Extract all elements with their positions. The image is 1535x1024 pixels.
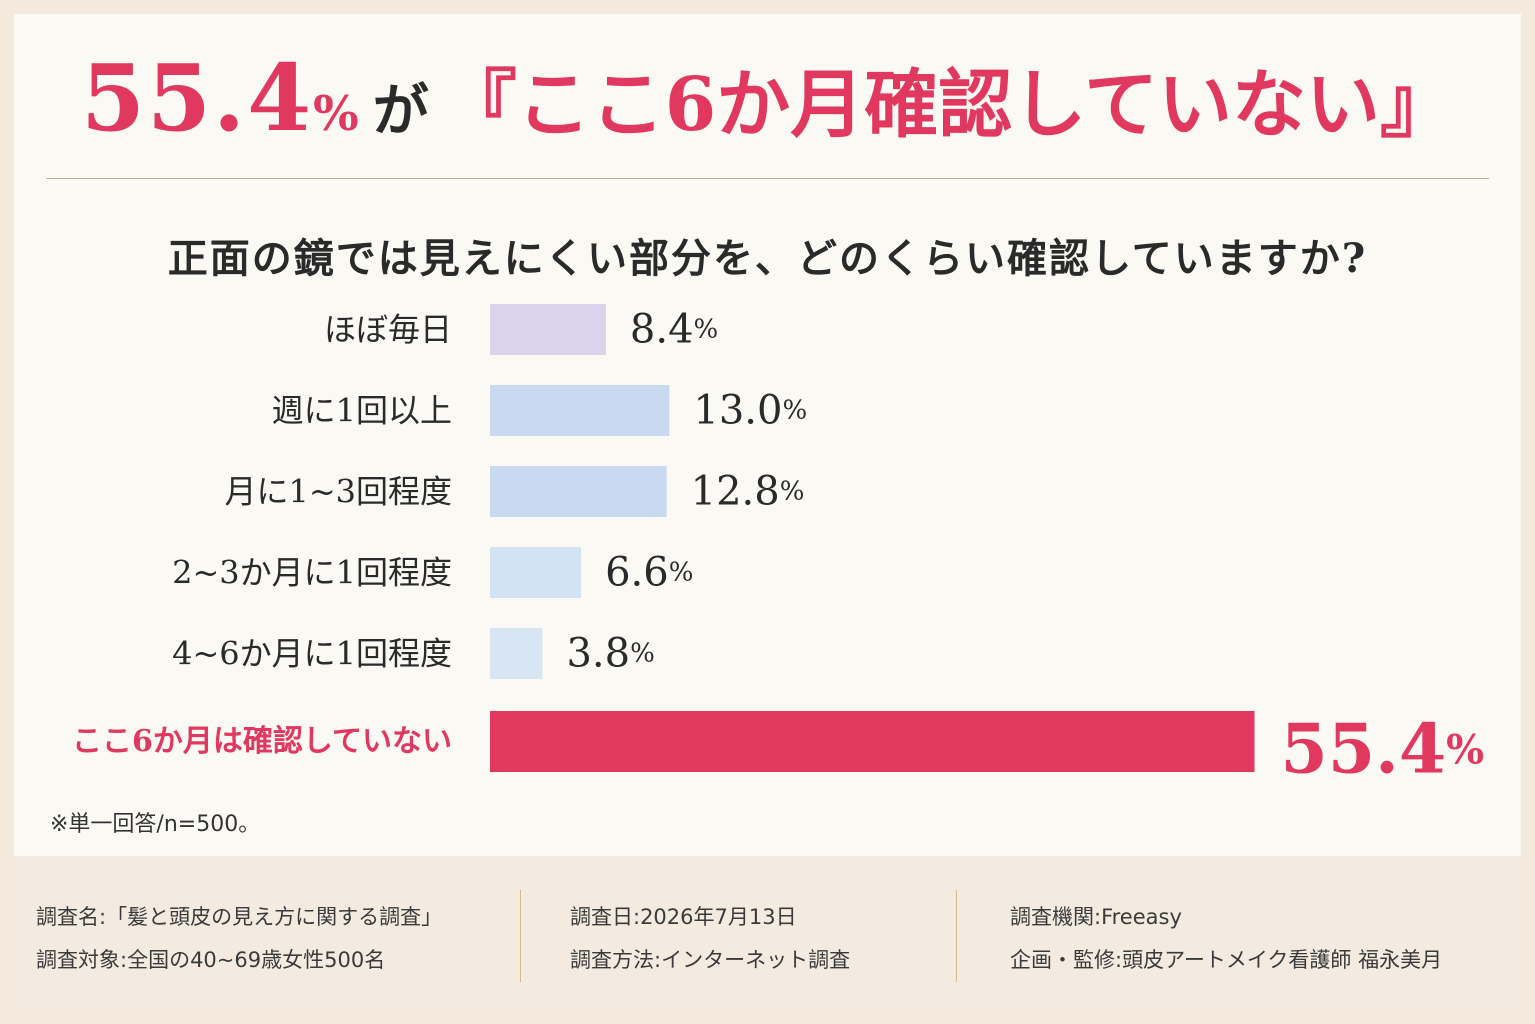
bar [490,385,670,436]
headline-divider [46,178,1489,179]
bar-chart: ほぼ毎日 8.4% 週に1回以上 13.0% 月に1~3回程度 12.8% 2~3か月に1回… [72,304,1485,790]
infographic-card: 55.4% が『ここ6か月確認していない』 正面の鏡では見えにくい部分を、どのくら… [14,14,1521,1010]
headline-unit: % [313,86,359,142]
footer-survey-method: 調査方法:インターネット調査 [570,948,851,972]
category-label: 週に1回以上 [272,392,452,430]
category-label: 2~3か月に1回程度 [172,554,452,592]
bar [490,628,543,679]
chart-question: 正面の鏡では見えにくい部分を、どのくらい確認していますか? [167,235,1368,282]
value-label: 3.8% [566,631,654,677]
category-label: ここ6か月は確認していない [72,724,452,759]
bar [490,466,667,517]
footer-col-org: 調査機関:Freeasy 企画・監修:頭皮アートメイク看護師 福永美月 [1010,896,1442,982]
value-label: 12.8% [691,469,805,515]
sample-note: ※単一回答/n=500。 [50,812,261,837]
bar [490,547,582,598]
footer-survey-org: 調査機関:Freeasy [1010,905,1182,929]
footer-survey-target: 調査対象:全国の40~69歳女性500名 [36,948,386,972]
value-label: 8.4% [630,307,718,353]
footer-survey-date: 調査日:2026年7月13日 [570,905,797,929]
headline-value: 55.4 [81,44,314,152]
headline-quote: 『ここ6か月確認していない』 [442,62,1454,148]
value-label: 13.0% [693,388,807,434]
value-label: 6.6% [605,550,693,596]
bar [490,711,1255,772]
headline: 55.4% が『ここ6か月確認していない』 [14,44,1521,164]
footer-divider [520,890,521,982]
value-label: 55.4% [1281,710,1485,790]
footer-divider [956,890,957,982]
bar [490,304,606,355]
category-label: 4~6か月に1回程度 [172,635,452,673]
footer-survey-name: 調査名:「髪と頭皮の見え方に関する調査」 [36,905,443,929]
footer-supervisor: 企画・監修:頭皮アートメイク看護師 福永美月 [1010,948,1443,972]
footer-col-date: 調査日:2026年7月13日 調査方法:インターネット調査 [570,896,850,982]
survey-footer: 調査名:「髪と頭皮の見え方に関する調査」 調査対象:全国の40~69歳女性500… [14,856,1521,1010]
category-label: 月に1~3回程度 [224,473,452,511]
footer-col-survey: 調査名:「髪と頭皮の見え方に関する調査」 調査対象:全国の40~69歳女性500… [36,896,442,982]
headline-particle: が [372,78,429,144]
category-label: ほぼ毎日 [324,311,452,349]
